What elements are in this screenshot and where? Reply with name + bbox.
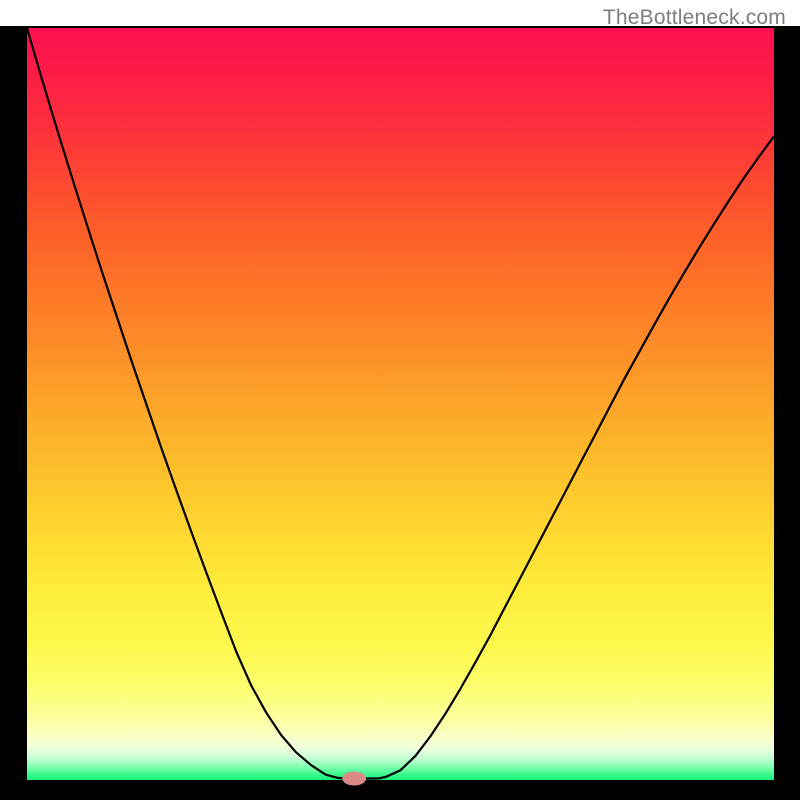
optimal-point-marker	[342, 772, 366, 786]
chart-container: TheBottleneck.com	[0, 0, 800, 800]
bottleneck-chart-svg	[0, 0, 800, 800]
chart-gradient-background	[27, 28, 774, 780]
watermark-text: TheBottleneck.com	[603, 6, 786, 30]
